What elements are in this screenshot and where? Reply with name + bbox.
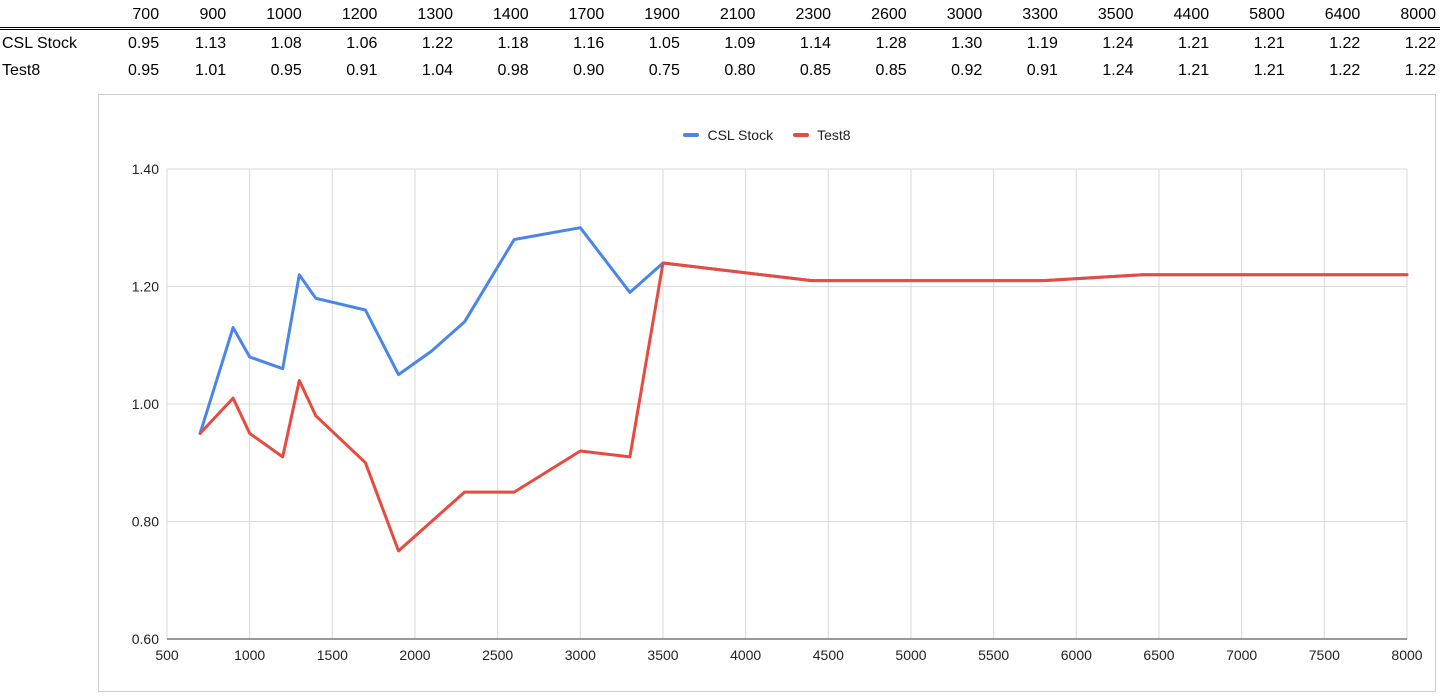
table-cell: 1.06 bbox=[346, 34, 378, 52]
table-cell: 0.91 bbox=[1026, 61, 1058, 79]
table-row-label: CSL Stock bbox=[2, 34, 77, 52]
table-header-cell: 2600 bbox=[835, 3, 911, 30]
table-cell: 1.18 bbox=[497, 34, 529, 52]
table-cell: 1.04 bbox=[421, 61, 454, 79]
table-row: CSL Stock 0.95 1.13 1.08 1.06 1.22 1.18 1.16 1.0… bbox=[0, 29, 1440, 58]
table-cell: 1.14 bbox=[799, 34, 832, 52]
table-header-cell: 1900 bbox=[608, 3, 684, 30]
table-header-cell: 3000 bbox=[910, 3, 987, 30]
table-cell: 1.08 bbox=[270, 34, 302, 52]
x-tick-label: 6500 bbox=[1143, 647, 1174, 663]
table-header-cell: 3300 bbox=[986, 3, 1062, 30]
table-row: Test8 0.95 1.01 0.95 0.91 1.04 0.98 0.90 0.75 0.8… bbox=[0, 57, 1440, 84]
x-tick-label: 4000 bbox=[730, 647, 761, 663]
x-tick-label: 5000 bbox=[895, 647, 926, 663]
y-tick-label: 1.20 bbox=[132, 279, 159, 295]
table-cell: 1.22 bbox=[421, 34, 454, 52]
table-header-cell: 4400 bbox=[1137, 3, 1214, 30]
legend-swatch bbox=[793, 133, 810, 137]
table-header-row: 700 900 1000 1200 1300 1400 1700 1900 2100 2300 26… bbox=[0, 3, 1440, 30]
x-tick-label: 500 bbox=[155, 647, 179, 663]
table-corner-cell bbox=[0, 3, 96, 30]
table-cell: 0.90 bbox=[573, 61, 605, 79]
table-header-cell: 1700 bbox=[532, 3, 609, 30]
table-header-cell: 700 bbox=[96, 3, 164, 30]
legend-label: CSL Stock bbox=[707, 127, 774, 143]
table-cell: 1.24 bbox=[1102, 61, 1134, 79]
table-header-cell: 2100 bbox=[683, 3, 760, 30]
table-cell: 1.21 bbox=[1253, 34, 1285, 52]
table-cell: 0.95 bbox=[270, 61, 302, 79]
table-row-label: Test8 bbox=[2, 61, 41, 79]
table-cell: 0.95 bbox=[127, 61, 160, 79]
table-cell: 0.75 bbox=[648, 61, 680, 79]
table-cell: 0.92 bbox=[951, 61, 983, 79]
table-cell: 1.22 bbox=[1404, 61, 1436, 79]
table-cell: 1.01 bbox=[195, 61, 227, 79]
table-cell: 1.09 bbox=[724, 34, 756, 52]
x-tick-label: 6000 bbox=[1061, 647, 1092, 663]
table-cell: 1.05 bbox=[648, 34, 680, 52]
table-header-cell: 1400 bbox=[457, 3, 533, 30]
table-cell: 1.16 bbox=[573, 34, 605, 52]
table-header-cell: 2300 bbox=[759, 3, 836, 30]
x-tick-label: 2500 bbox=[482, 647, 513, 663]
table-header-cell: 3500 bbox=[1061, 3, 1138, 30]
table-cell: 1.21 bbox=[1177, 61, 1210, 79]
x-tick-label: 2000 bbox=[399, 647, 430, 663]
x-tick-label: 7000 bbox=[1226, 647, 1257, 663]
table-cell: 1.13 bbox=[195, 34, 227, 52]
x-tick-label: 5500 bbox=[978, 647, 1009, 663]
table-cell: 0.95 bbox=[127, 34, 160, 52]
table-cell: 1.22 bbox=[1329, 61, 1361, 79]
table-cell: 1.19 bbox=[1026, 34, 1058, 52]
line-chart: CSL Stock Test8 500 1000 1500 2000 2500 3000 35… bbox=[98, 94, 1436, 692]
table-cell: 1.22 bbox=[1404, 34, 1436, 52]
table-cell: 0.98 bbox=[497, 61, 529, 79]
x-tick-label: 4500 bbox=[813, 647, 844, 663]
table-header-cell: 8000 bbox=[1364, 3, 1440, 30]
x-tick-label: 8000 bbox=[1391, 647, 1422, 663]
y-tick-label: 0.60 bbox=[132, 631, 159, 647]
table-cell: 1.24 bbox=[1102, 34, 1134, 52]
legend-item: Test8 bbox=[793, 127, 851, 143]
table-cell: 0.80 bbox=[724, 61, 756, 79]
y-tick-label: 0.80 bbox=[132, 514, 159, 530]
chart-legend: CSL Stock Test8 bbox=[99, 124, 1435, 143]
chart-svg: 500 1000 1500 2000 2500 3000 3500 4000 4500 5000 5… bbox=[132, 161, 1423, 663]
table-header-cell: 6400 bbox=[1288, 3, 1365, 30]
x-tick-label: 1500 bbox=[317, 647, 348, 663]
data-table: 700 900 1000 1200 1300 1400 1700 1900 2100 2300 26… bbox=[0, 3, 1440, 84]
table-body: CSL Stock 0.95 1.13 1.08 1.06 1.22 1.18 1.16 1.0… bbox=[0, 29, 1440, 85]
x-tick-label: 3500 bbox=[647, 647, 678, 663]
legend-swatch bbox=[683, 133, 700, 137]
table-cell: 1.30 bbox=[951, 34, 983, 52]
table-header-cell: 1000 bbox=[230, 3, 306, 30]
table-header-cell: 5800 bbox=[1213, 3, 1289, 30]
x-tick-label: 3000 bbox=[565, 647, 596, 663]
table-cell: 0.91 bbox=[346, 61, 378, 79]
series-line-csl-stock bbox=[198, 226, 1409, 435]
y-tick-label: 1.40 bbox=[132, 161, 159, 177]
series-line-test8 bbox=[198, 261, 1409, 553]
table-header-cell: 1200 bbox=[305, 3, 382, 30]
table-cell: 0.85 bbox=[875, 61, 907, 79]
table-cell: 1.22 bbox=[1329, 34, 1361, 52]
x-tick-label: 7500 bbox=[1309, 647, 1340, 663]
table-header-cell: 1300 bbox=[381, 3, 458, 30]
table-cell: 1.21 bbox=[1253, 61, 1285, 79]
table-cell: 1.21 bbox=[1177, 34, 1210, 52]
table-header-cell: 900 bbox=[163, 3, 231, 30]
table-cell: 0.85 bbox=[799, 61, 832, 79]
y-tick-label: 1.00 bbox=[132, 396, 159, 412]
x-tick-label: 1000 bbox=[234, 647, 265, 663]
legend-item: CSL Stock bbox=[683, 127, 773, 143]
legend-label: Test8 bbox=[817, 127, 851, 143]
table-cell: 1.28 bbox=[875, 34, 907, 52]
